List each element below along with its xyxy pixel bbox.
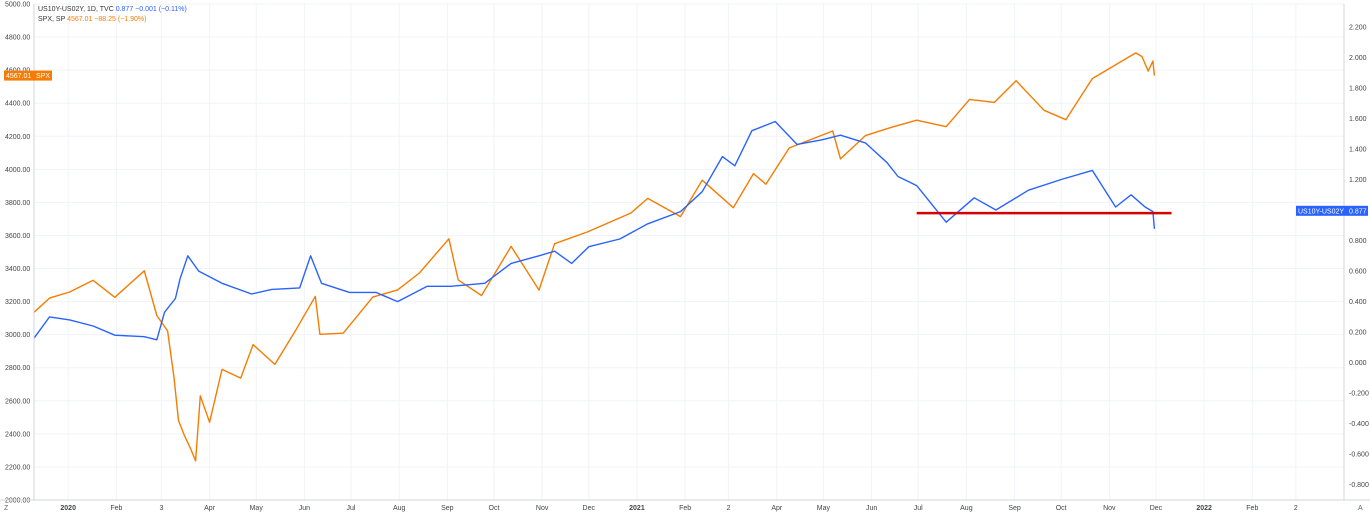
left-tick-label: 3200.00 [5, 299, 30, 306]
x-tick-label: 2 [1294, 505, 1298, 512]
x-tick-label: Jun [866, 505, 877, 512]
left-corner-label[interactable]: Z [4, 505, 9, 512]
x-tick-label: 3 [159, 505, 163, 512]
left-tick-label: 4800.00 [5, 35, 30, 42]
x-tick-label: Nov [1103, 505, 1116, 512]
x-tick-label: Jun [299, 505, 310, 512]
spread-price-badge [1296, 205, 1368, 216]
right-corner-label[interactable]: A [1358, 505, 1363, 512]
left-tick-label: 3400.00 [5, 266, 30, 273]
x-tick-label: May [250, 505, 264, 512]
x-tick-label: Aug [960, 505, 973, 512]
x-tick-label: Apr [771, 505, 783, 512]
left-tick-label: 2000.00 [5, 498, 30, 505]
left-tick-label: 2200.00 [5, 464, 30, 471]
x-tick-label: Jul [347, 505, 356, 512]
x-tick-label: Feb [110, 505, 122, 512]
right-tick-label: 1.800 [1349, 85, 1367, 92]
x-tick-label: Dec [1150, 505, 1163, 512]
chart-legend: US10Y-US02Y, 1D, TVC 0.877 −0.001 (−0.11… [38, 5, 187, 25]
x-tick-label: Oct [489, 505, 500, 512]
x-tick-label: Apr [204, 505, 216, 512]
right-tick-label: 1.400 [1349, 146, 1367, 153]
x-tick-label: Oct [1056, 505, 1067, 512]
x-tick-label: Feb [1246, 505, 1258, 512]
right-tick-label: -0.200 [1349, 391, 1369, 398]
x-tick-label: Jul [914, 505, 923, 512]
x-tick-label: Sep [441, 505, 454, 512]
left-tick-label: 3800.00 [5, 200, 30, 207]
left-tick-label: 2600.00 [5, 398, 30, 405]
legend-spx-values: 4567.01 −88.25 (−1.90%) [67, 16, 147, 23]
spread-badge-symbol: US10Y-US02Y [1298, 208, 1344, 215]
x-tick-label: Dec [583, 505, 596, 512]
spread-badge-value: 0.877 [1349, 208, 1367, 215]
right-tick-label: 0.000 [1349, 360, 1367, 367]
x-tick-label: 2022 [1196, 505, 1212, 512]
right-tick-label: 0.800 [1349, 238, 1367, 245]
legend-spx-row[interactable]: SPX, SP 4567.01 −88.25 (−1.90%) [38, 15, 187, 25]
right-tick-label: -0.800 [1349, 482, 1369, 489]
spx-line[interactable] [33, 52, 1156, 462]
x-tick-label: 2 [727, 505, 731, 512]
right-tick-label: -0.400 [1349, 421, 1369, 428]
right-tick-label: 2.200 [1349, 24, 1367, 31]
x-tick-label: Feb [679, 505, 691, 512]
right-tick-label: 0.400 [1349, 299, 1367, 306]
series-lines [33, 52, 1156, 462]
right-tick-label: 2.000 [1349, 55, 1367, 62]
legend-spread-row[interactable]: US10Y-US02Y, 1D, TVC 0.877 −0.001 (−0.11… [38, 5, 187, 15]
spread-line[interactable] [33, 120, 1156, 341]
left-tick-label: 4400.00 [5, 101, 30, 108]
left-tick-label: 3600.00 [5, 233, 30, 240]
left-tick-label: 2400.00 [5, 431, 30, 438]
legend-spread-name: US10Y-US02Y, 1D, TVC [38, 6, 114, 13]
left-tick-label: 2800.00 [5, 365, 30, 372]
left-tick-label: 4200.00 [5, 134, 30, 141]
right-tick-label: -0.600 [1349, 452, 1369, 459]
x-tick-label: Aug [393, 505, 406, 512]
x-tick-label: Sep [1008, 505, 1021, 512]
x-tick-label: 2021 [629, 505, 645, 512]
x-tick-label: Nov [536, 505, 549, 512]
spx-price-badge [4, 70, 52, 81]
x-tick-label: 2020 [60, 505, 76, 512]
right-tick-label: 1.600 [1349, 116, 1367, 123]
legend-spx-name: SPX, SP [38, 16, 66, 23]
spx-badge-symbol: SPX [36, 73, 50, 80]
legend-spread-values: 0.877 −0.001 (−0.11%) [115, 6, 187, 13]
right-tick-label: 1.200 [1349, 177, 1367, 184]
price-badges: 4567.01 SPX US10Y-US02Y 0.877 [4, 70, 1368, 216]
grid [34, 3, 1344, 501]
x-tick-label: May [817, 505, 831, 512]
left-tick-label: 5000.00 [5, 2, 30, 9]
right-tick-label: 0.200 [1349, 330, 1367, 337]
right-tick-label: 0.600 [1349, 269, 1367, 276]
left-tick-label: 4000.00 [5, 167, 30, 174]
spx-badge-value: 4567.01 [6, 73, 31, 80]
left-tick-label: 3000.00 [5, 332, 30, 339]
